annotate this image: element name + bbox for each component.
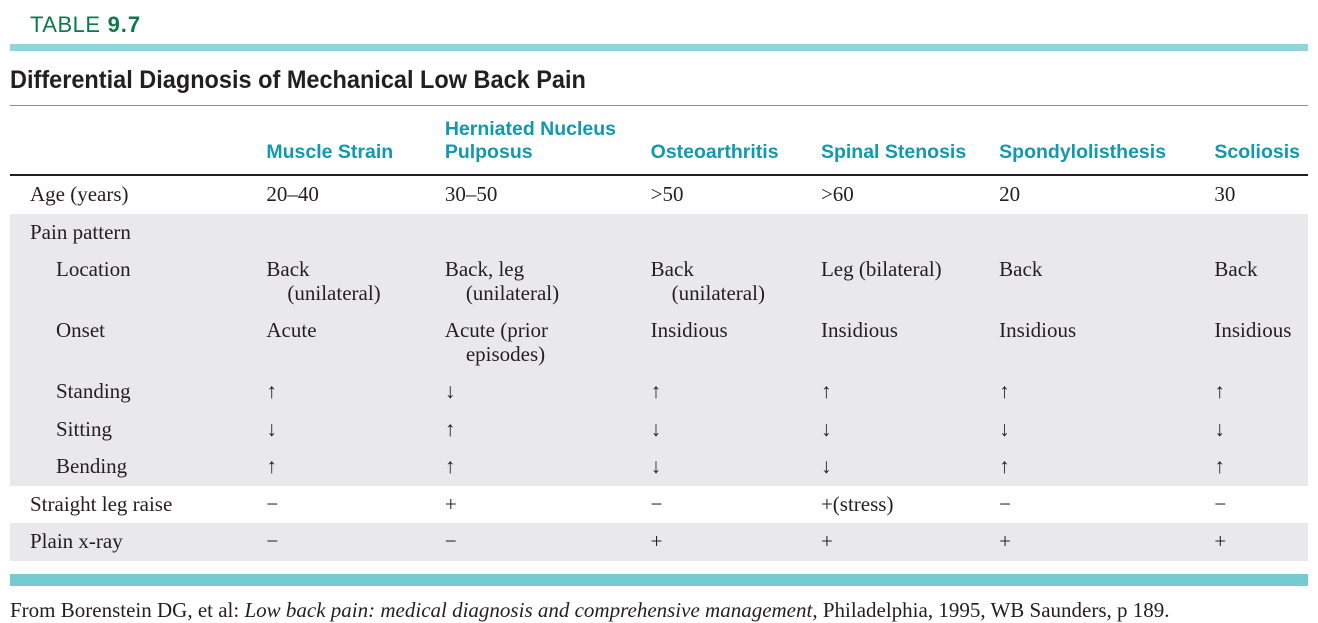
column-header — [10, 106, 266, 176]
table-cell: − — [650, 491, 663, 516]
table-cell: ↓ — [820, 416, 832, 441]
row-label: Onset — [56, 318, 105, 343]
table-cell: + — [650, 529, 663, 554]
table-cell: + — [820, 529, 833, 554]
table-cell: ↑ — [1214, 454, 1225, 479]
table-row: Location Back (unilateral) Back, leg (unil… — [10, 251, 1308, 313]
table-cell: − — [999, 491, 1012, 516]
table-cell: Back (unilateral) — [266, 257, 381, 305]
row-label: Standing — [56, 379, 131, 404]
table-header: Muscle Strain Herniated Nucleus Pulposus O… — [10, 106, 1308, 176]
row-label: Plain x-ray — [30, 529, 123, 554]
citation-suffix: , Philadelphia, 1995, WB Saunders, p 189… — [812, 597, 1170, 622]
table-cell — [445, 214, 651, 252]
table-number-label: TABLE 9.7 — [10, 12, 1308, 38]
table-cell: ↑ — [266, 379, 277, 404]
table-cell — [651, 214, 821, 252]
column-header: Muscle Strain — [266, 141, 394, 163]
table-cell: + — [1214, 529, 1227, 554]
header-row: Muscle Strain Herniated Nucleus Pulposus O… — [10, 106, 1308, 176]
table-cell — [999, 214, 1214, 252]
table-cell: Leg (bilateral) — [820, 257, 942, 282]
table-cell: Insidious — [999, 318, 1077, 343]
table-cell — [266, 214, 444, 252]
column-header: Scoliosis — [1214, 141, 1300, 163]
column-header: Osteoarthritis — [650, 141, 779, 163]
table-cell: ↓ — [999, 416, 1010, 441]
table-row: Pain pattern — [10, 213, 1308, 252]
teal-divider-bottom — [10, 573, 1308, 586]
table-row: Plain x-ray − − + + + + — [10, 523, 1308, 561]
table-row: Bending ↑ ↑ ↓ ↓ ↑ ↑ — [10, 448, 1308, 486]
table-cell: − — [266, 491, 279, 516]
table-cell: Back — [1214, 257, 1258, 282]
table-cell: 30–50 — [444, 182, 498, 206]
table-cell: ↑ — [999, 454, 1010, 479]
table-cell: ↓ — [650, 416, 662, 441]
table-cell: ↑ — [650, 379, 662, 404]
table-cell: + — [999, 529, 1012, 554]
row-label: Bending — [56, 454, 128, 479]
table-cell: >60 — [820, 182, 854, 206]
table-row: Standing ↑ ↓ ↑ ↑ ↑ ↑ — [10, 373, 1308, 411]
table-cell: ↑ — [820, 379, 832, 404]
table-cell: − — [1214, 491, 1227, 516]
table-cell: Insidious — [650, 318, 728, 343]
citation-book-title: Low back pain: medical diagnosis and com… — [244, 597, 813, 622]
table-cell — [821, 214, 999, 252]
table-cell: >50 — [650, 182, 684, 206]
table-body: Age (years) 20–40 30–50 >50 >60 20 30 Pain patt… — [10, 175, 1308, 561]
table-cell: 30 — [1214, 182, 1236, 206]
table-cell: ↑ — [1214, 379, 1225, 404]
table-cell: Acute (prior episodes) — [444, 318, 549, 366]
table-cell: + — [444, 491, 457, 516]
table-cell: ↓ — [444, 379, 456, 404]
table-cell: ↓ — [650, 454, 662, 479]
table-row: Sitting ↓ ↑ ↓ ↓ ↓ ↓ — [10, 410, 1308, 449]
diagnosis-table: Muscle Strain Herniated Nucleus Pulposus O… — [10, 105, 1308, 561]
table-label-prefix: TABLE — [30, 12, 101, 37]
table-cell: ↓ — [266, 416, 277, 441]
table-cell: Back, leg (unilateral) — [444, 257, 560, 305]
column-header: Spondylolisthesis — [999, 141, 1167, 163]
table-title: Differential Diagnosis of Mechanical Low… — [10, 66, 586, 94]
table-cell: Back (unilateral) — [650, 257, 765, 305]
table-cell: ↑ — [999, 379, 1010, 404]
table-cell: ↑ — [444, 454, 456, 479]
column-header: Herniated Nucleus Pulposus — [444, 118, 617, 163]
table-cell: Back — [999, 257, 1043, 282]
table-cell: ↑ — [444, 416, 456, 441]
table-cell: Acute — [266, 318, 317, 343]
table-row: Onset Acute Acute (prior episodes) Insidiou… — [10, 312, 1308, 374]
row-label: Straight leg raise — [30, 491, 173, 516]
table-row: Age (years) 20–40 30–50 >50 >60 20 30 — [10, 175, 1308, 214]
table-cell — [1214, 214, 1308, 252]
table-cell: Insidious — [1214, 318, 1292, 343]
source-citation: From Borenstein DG, et al: Low back pain… — [10, 598, 1308, 623]
row-label: Pain pattern — [30, 219, 131, 244]
table-cell: 20 — [999, 182, 1021, 206]
column-header: Spinal Stenosis — [820, 141, 967, 163]
table-cell: − — [444, 529, 457, 554]
citation-prefix: From Borenstein DG, et al: — [10, 597, 245, 622]
row-label: Sitting — [56, 416, 113, 441]
table-cell: ↓ — [820, 454, 832, 479]
row-label: Age (years) — [30, 182, 129, 206]
table-cell: ↑ — [266, 454, 277, 479]
row-label: Location — [56, 257, 131, 282]
table-cell: ↓ — [1214, 416, 1225, 441]
table-cell: Insidious — [820, 318, 898, 343]
table-cell: − — [266, 529, 279, 554]
table-cell: +(stress) — [820, 491, 894, 516]
table-row: Straight leg raise − + − +(stress) − − — [10, 486, 1308, 524]
teal-divider-top — [10, 44, 1308, 51]
table-cell: 20–40 — [266, 182, 319, 206]
table-label-number: 9.7 — [107, 12, 142, 37]
